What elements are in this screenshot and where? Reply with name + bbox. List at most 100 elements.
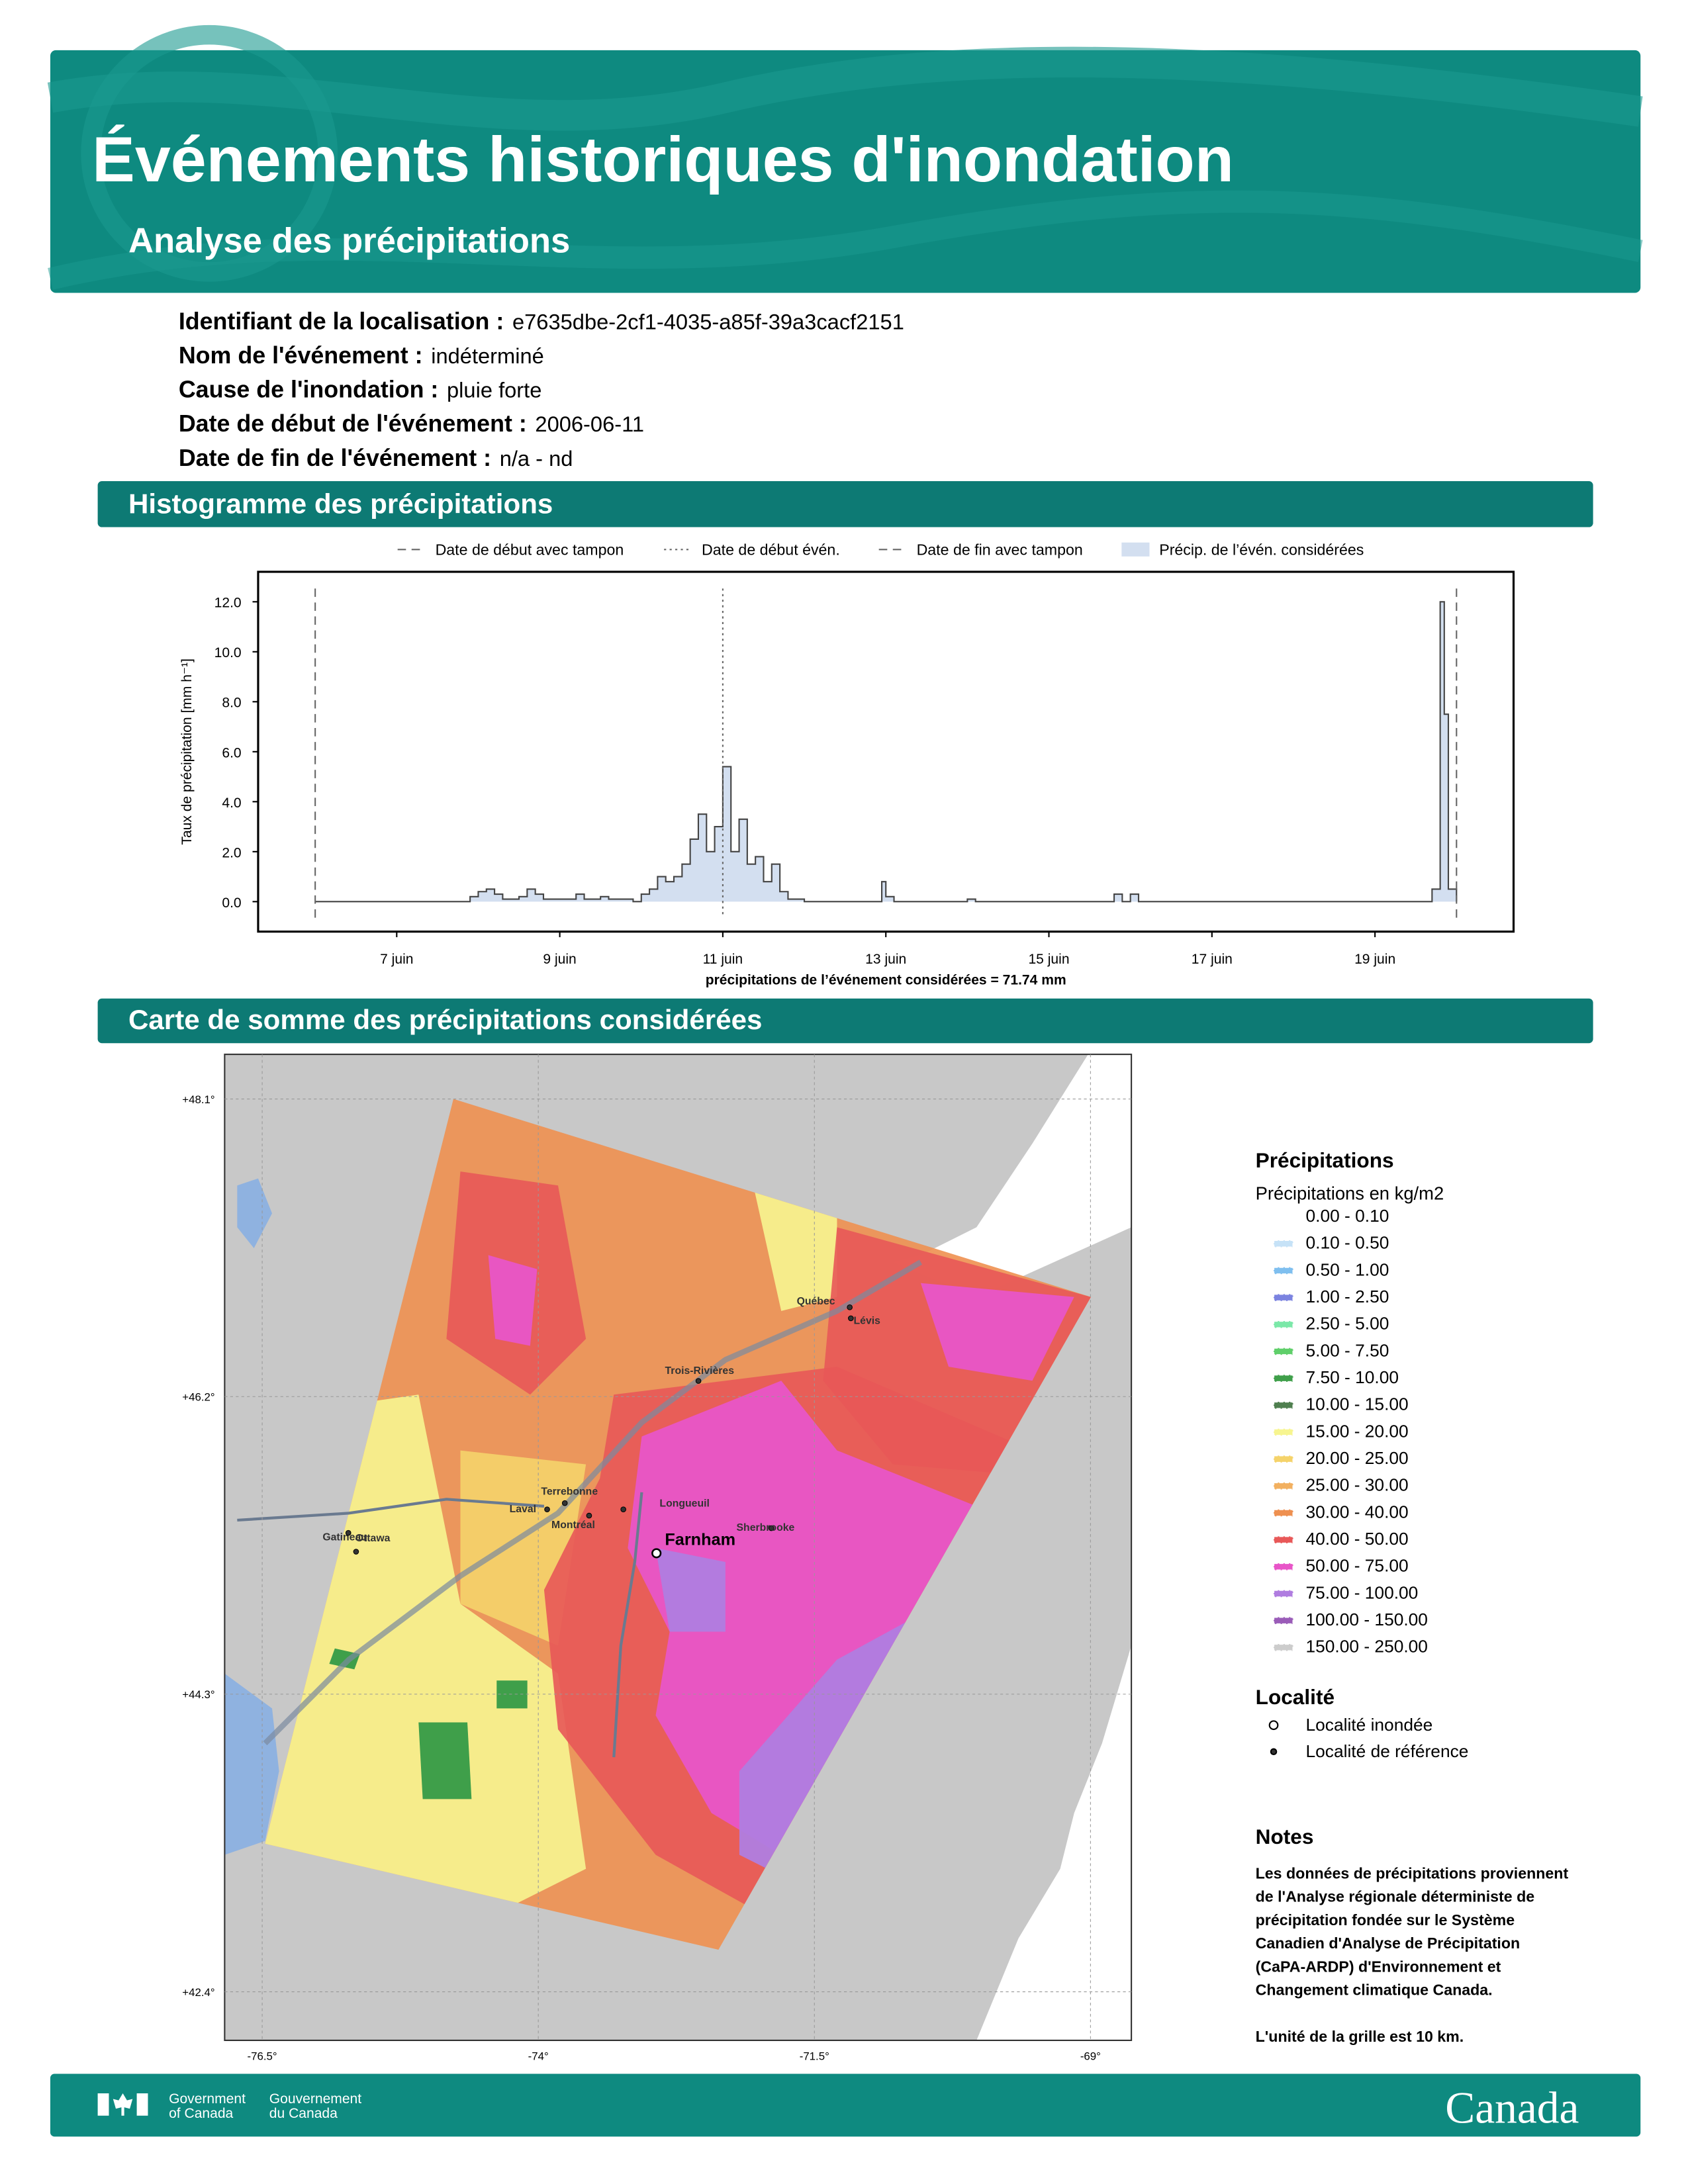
notes-line: précipitation fondée sur le Système — [1256, 1911, 1515, 1929]
info-label: Date de début de l'événement : — [179, 410, 527, 437]
precip-cell — [753, 1185, 837, 1311]
lon-label: -76.5° — [248, 2050, 277, 2062]
canada-flag — [97, 2093, 148, 2116]
info-row: Date de début de l'événement : 2006-06-11 — [179, 410, 644, 437]
legend-swatch — [1272, 1535, 1294, 1544]
legend-label: Date de fin avec tampon — [917, 541, 1083, 559]
city-label: Montréal — [551, 1520, 595, 1531]
info-label: Nom de l'événement : — [179, 342, 423, 369]
notes-line: de l'Analyse régionale déterministe de — [1256, 1888, 1535, 1905]
notes-line: L'unité de la grille est 10 km. — [1256, 2028, 1464, 2045]
header-logo — [81, 24, 338, 282]
precip-grid — [265, 1099, 1091, 1950]
section-bar — [97, 998, 1593, 1044]
plot-frame — [257, 570, 1515, 933]
lon-label: -69° — [1080, 2050, 1101, 2062]
x-tick-label: 11 juin — [703, 952, 743, 967]
info-value: indéterminé — [431, 343, 544, 368]
legend-swatch — [1272, 1589, 1294, 1598]
legend-swatch — [1272, 1320, 1294, 1329]
y-tick-label: 12.0 — [214, 596, 242, 611]
legend-swatch — [1121, 542, 1150, 557]
legend-label: 0.10 - 0.50 — [1306, 1233, 1389, 1253]
legend-swatch — [1272, 1562, 1294, 1571]
legend-swatch — [1272, 1266, 1294, 1275]
y-tick-label: 0.0 — [222, 895, 241, 911]
precip-cell — [418, 1722, 472, 1799]
legend-swatch — [1274, 1213, 1293, 1220]
city-label: Gatineau — [322, 1532, 367, 1543]
legend-label: 10.00 - 15.00 — [1306, 1394, 1409, 1414]
header-wave — [48, 190, 1643, 290]
river — [237, 1498, 545, 1522]
lon-label: -71.5° — [800, 2050, 829, 2062]
city-label: Lévis — [854, 1315, 881, 1326]
info-value: pluie forte — [447, 378, 541, 402]
y-tick-label: 6.0 — [222, 745, 241, 760]
section-title: Histogramme des précipitations — [128, 488, 553, 519]
wordmark: Canada — [1445, 2083, 1579, 2132]
page-title: Événements historiques d'inondation — [92, 123, 1234, 195]
section-bar — [97, 481, 1593, 527]
legend-label: 2.50 - 5.00 — [1306, 1314, 1389, 1334]
flooded-locality — [651, 1548, 662, 1559]
legend-label: Date de début évén. — [702, 541, 840, 559]
header-wave — [47, 46, 1643, 131]
lat-label: +48.1° — [182, 1093, 214, 1106]
notes-line: (CaPA-ARDP) d'Environnement et — [1256, 1958, 1501, 1975]
precip-cell — [488, 1255, 538, 1346]
legend-swatch — [1272, 1616, 1294, 1625]
precip-area — [315, 602, 1457, 902]
sea — [976, 1645, 1132, 2040]
notes: Notes Les données de précipitations provi… — [1256, 1825, 1569, 2045]
info-label: Cause de l'inondation : — [179, 377, 439, 403]
legend-label: 30.00 - 40.00 — [1306, 1502, 1409, 1522]
legend-label: 15.00 - 20.00 — [1306, 1421, 1409, 1441]
lat-label: +42.4° — [182, 1986, 214, 1999]
reference-locality — [353, 1549, 359, 1555]
lake — [224, 1673, 279, 1855]
legend-swatch — [1272, 1400, 1294, 1410]
legend-label: 0.50 - 1.00 — [1306, 1259, 1389, 1279]
legend-swatch — [1272, 1455, 1294, 1463]
sea — [892, 1054, 1132, 1297]
reference-locality — [620, 1506, 626, 1512]
legend-label: Localité de référence — [1306, 1741, 1469, 1761]
section-title: Carte de somme des précipitations consid… — [128, 1004, 763, 1035]
map: -76.5° -74° -71.5° -69° +48.1° +46.2° +44.3° +4… — [182, 1054, 1133, 2062]
info-row: Date de fin de l'événement : n/a - nd — [179, 445, 573, 471]
x-tick-label: 13 juin — [865, 952, 906, 967]
event-info: Identifiant de la localisation : e7635dbe… — [179, 308, 904, 471]
legend-swatch — [1272, 1428, 1294, 1437]
city-label: Laval — [510, 1504, 536, 1515]
government-name: of Canada — [169, 2106, 233, 2121]
page-subtitle: Analyse des précipitations — [128, 221, 570, 260]
y-axis-label: Taux de précipitation [mm h⁻¹] — [179, 659, 195, 845]
government-name: du Canada — [269, 2106, 338, 2121]
x-tick-label: 7 juin — [380, 952, 413, 967]
legend-title: Localité — [1256, 1685, 1335, 1709]
reference-locality — [695, 1378, 702, 1384]
reference-locality — [345, 1529, 352, 1536]
legend-label: 50.00 - 75.00 — [1306, 1556, 1409, 1576]
flag-bar — [136, 2093, 148, 2116]
legend-label: 40.00 - 50.00 — [1306, 1529, 1409, 1549]
city-label: Farnham — [665, 1530, 735, 1549]
legend-marker — [1270, 1748, 1278, 1756]
legend-swatch — [1272, 1293, 1294, 1302]
legend-label: 7.50 - 10.00 — [1306, 1367, 1399, 1387]
map-legend: Précipitations Précipitations en kg/m2 0.0… — [1256, 1148, 1469, 1761]
legend-label: Localité inondée — [1306, 1715, 1433, 1735]
legend-swatch — [1272, 1643, 1294, 1652]
city-label: Québec — [797, 1296, 835, 1307]
reference-locality — [847, 1304, 853, 1310]
lat-label: +44.3° — [182, 1688, 214, 1701]
map-frame — [224, 1054, 1133, 2042]
legend-subtitle: Précipitations en kg/m2 — [1256, 1183, 1444, 1203]
reference-locality — [544, 1506, 550, 1512]
precip-cell — [920, 1283, 1074, 1381]
histogram: 0.0 2.0 4.0 6.0 8.0 10.0 12.0 7 juin 9 juin 11 ju… — [179, 541, 1515, 988]
reference-locality — [561, 1500, 568, 1506]
